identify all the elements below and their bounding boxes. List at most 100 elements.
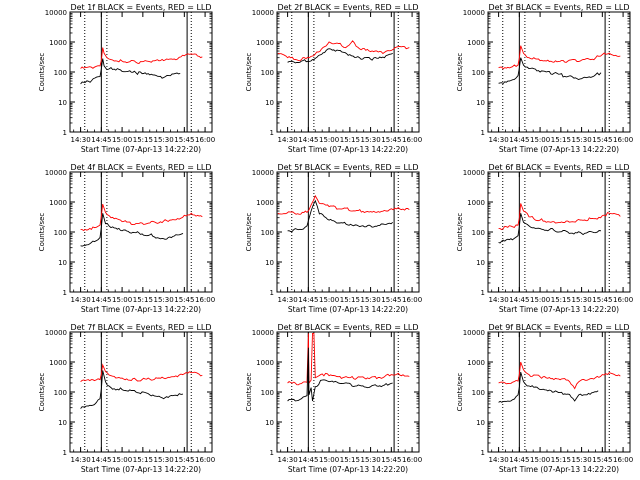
x-tick-label: 14:30 — [278, 136, 298, 144]
y-tick-label: 100 — [472, 229, 485, 237]
events-series-line — [498, 213, 602, 244]
x-axis-label: Start Time (07-Apr-13 14:22:20) — [499, 305, 619, 314]
x-axis-label: Start Time (07-Apr-13 14:22:20) — [81, 145, 201, 154]
x-tick-label: 14:45 — [298, 136, 318, 144]
y-tick-label: 10 — [58, 99, 67, 107]
x-tick-label: 14:30 — [278, 456, 298, 464]
events-series-line — [287, 199, 393, 232]
y-tick-label: 10 — [265, 419, 274, 427]
y-axis-label: Counts/sec — [456, 213, 464, 252]
y-tick-label: 10000 — [45, 9, 67, 17]
x-axis-label: Start Time (07-Apr-13 14:22:20) — [499, 145, 619, 154]
events-series-line — [287, 48, 393, 64]
x-tick-label: 16:00 — [402, 136, 422, 144]
x-axis-label: Start Time (07-Apr-13 14:22:20) — [288, 145, 408, 154]
x-tick-label: 15:30 — [360, 456, 380, 464]
x-tick-label: 15:30 — [571, 456, 591, 464]
y-tick-label: 1 — [270, 449, 274, 457]
x-tick-label: 15:15 — [133, 456, 153, 464]
x-tick-label: 15:45 — [174, 456, 194, 464]
x-tick-label: 16:00 — [402, 456, 422, 464]
x-tick-label: 15:00 — [530, 456, 550, 464]
y-tick-label: 10000 — [45, 169, 67, 177]
y-tick-label: 100 — [472, 389, 485, 397]
detector-panel: 1 10 100 1000 10000 14:30 14:45 15:00 15:15 15:30… — [245, 163, 422, 314]
x-tick-label: 15:45 — [381, 456, 401, 464]
y-axis-label: Counts/sec — [38, 213, 46, 252]
y-axis-label: Counts/sec — [38, 53, 46, 92]
y-tick-label: 10000 — [463, 169, 485, 177]
events-series-line — [498, 371, 599, 403]
y-tick-label: 10 — [476, 419, 485, 427]
detector-panel: 1 10 100 1000 10000 14:30 14:45 15:00 15:15 15:30… — [456, 3, 633, 154]
x-tick-label: 15:15 — [340, 296, 360, 304]
x-tick-label: 15:30 — [571, 296, 591, 304]
x-tick-label: 14:45 — [91, 456, 111, 464]
detector-panel: 1 10 100 1000 10000 14:30 14:45 15:00 15:15 15:30… — [38, 323, 215, 474]
events-series-line — [80, 58, 181, 85]
panel-title: Det 1f BLACK = Events, RED = LLD — [70, 3, 211, 12]
y-tick-label: 100 — [261, 229, 274, 237]
x-tick-label: 15:15 — [133, 136, 153, 144]
x-tick-label: 14:30 — [489, 456, 509, 464]
x-tick-label: 15:30 — [571, 136, 591, 144]
x-tick-label: 15:15 — [340, 456, 360, 464]
y-tick-label: 100 — [261, 389, 274, 397]
x-tick-label: 16:00 — [613, 456, 633, 464]
x-tick-label: 16:00 — [402, 296, 422, 304]
x-tick-label: 15:30 — [153, 296, 173, 304]
x-tick-label: 15:45 — [592, 136, 612, 144]
panel-title: Det 2f BLACK = Events, RED = LLD — [277, 3, 418, 12]
x-axis-label: Start Time (07-Apr-13 14:22:20) — [288, 305, 408, 314]
panel-title: Det 5f BLACK = Events, RED = LLD — [277, 163, 418, 172]
x-tick-label: 15:30 — [360, 136, 380, 144]
events-series-line — [80, 370, 184, 409]
x-tick-label: 14:45 — [298, 296, 318, 304]
y-axis-label: Counts/sec — [245, 213, 253, 252]
x-tick-label: 14:30 — [489, 296, 509, 304]
y-tick-label: 1 — [481, 129, 485, 137]
detector-panel: 1 10 100 1000 10000 14:30 14:45 15:00 15:15 15:30… — [456, 323, 633, 474]
detector-panel: 1 10 100 1000 10000 14:30 14:45 15:00 15:15 15:30… — [38, 163, 215, 314]
x-tick-label: 15:00 — [319, 136, 339, 144]
lld-series-line — [498, 203, 621, 231]
y-tick-label: 100 — [54, 389, 67, 397]
x-tick-label: 15:15 — [551, 456, 571, 464]
y-tick-label: 1 — [270, 129, 274, 137]
x-axis-label: Start Time (07-Apr-13 14:22:20) — [81, 305, 201, 314]
panel-title: Det 4f BLACK = Events, RED = LLD — [70, 163, 211, 172]
x-tick-label: 16:00 — [613, 296, 633, 304]
x-tick-label: 15:45 — [381, 296, 401, 304]
y-tick-label: 1 — [63, 129, 67, 137]
x-tick-label: 15:30 — [360, 296, 380, 304]
x-tick-label: 15:15 — [340, 136, 360, 144]
lld-series-line — [277, 194, 410, 215]
y-tick-label: 1 — [270, 289, 274, 297]
x-tick-label: 14:45 — [298, 456, 318, 464]
y-tick-label: 10 — [476, 99, 485, 107]
x-tick-label: 15:45 — [592, 296, 612, 304]
y-tick-label: 1 — [481, 289, 485, 297]
x-tick-label: 15:30 — [153, 136, 173, 144]
y-tick-label: 10000 — [252, 9, 274, 17]
lld-series-line — [80, 47, 203, 69]
y-tick-label: 100 — [472, 69, 485, 77]
y-tick-label: 100 — [261, 69, 274, 77]
detector-panel: 1 10 100 1000 10000 14:30 14:45 15:00 15:15 15:30… — [245, 323, 422, 474]
x-tick-label: 14:30 — [71, 136, 91, 144]
y-tick-label: 100 — [54, 69, 67, 77]
x-tick-label: 15:00 — [112, 456, 132, 464]
lld-series-line — [80, 203, 203, 232]
y-tick-label: 1000 — [49, 39, 67, 47]
detector-panel: 1 10 100 1000 10000 14:30 14:45 15:00 15:15 15:30… — [38, 3, 215, 154]
y-axis-label: Counts/sec — [456, 373, 464, 412]
x-tick-label: 15:00 — [319, 456, 339, 464]
x-tick-label: 16:00 — [613, 136, 633, 144]
y-tick-label: 10 — [265, 99, 274, 107]
y-tick-label: 10 — [58, 259, 67, 267]
y-tick-label: 100 — [54, 229, 67, 237]
y-tick-label: 10000 — [463, 329, 485, 337]
x-tick-label: 15:15 — [133, 296, 153, 304]
panel-title: Det 6f BLACK = Events, RED = LLD — [488, 163, 629, 172]
